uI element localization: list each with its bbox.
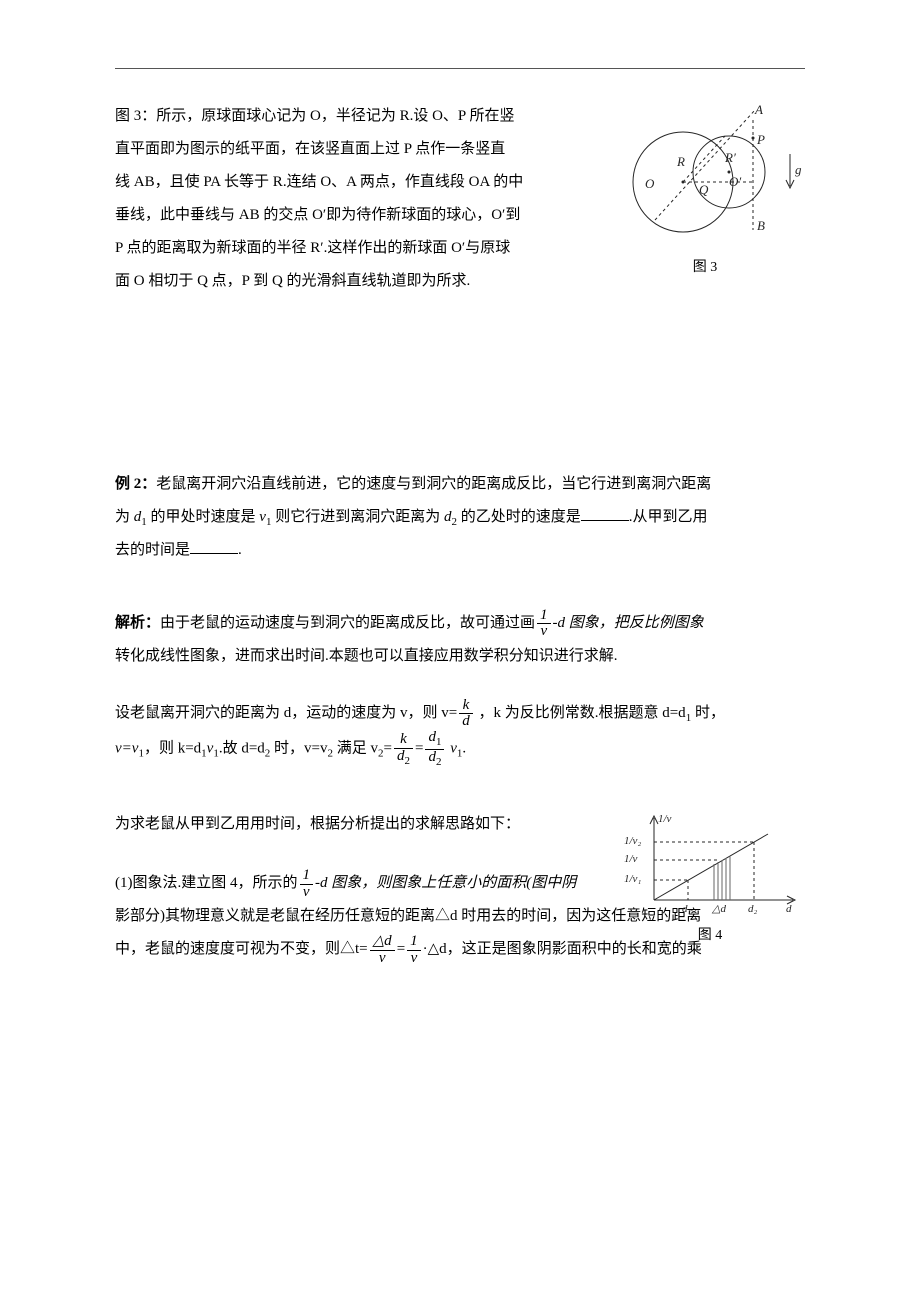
- fig3-O: O: [645, 176, 655, 191]
- figure-3: A P R R′ O O′ Q B g 图 3: [605, 90, 805, 276]
- svg-text:1/v: 1/v: [624, 853, 638, 865]
- svg-text:d₂: d₂: [748, 903, 758, 915]
- analysis-p1: 解析：由于老鼠的运动速度与到洞穴的距离成反比，故可通过画1v-d 图象，把反比例…: [115, 607, 805, 640]
- fig3-g: g: [795, 162, 802, 177]
- solve-p1: 为求老鼠从甲到乙用用时间，根据分析提出的求解思路如下：: [115, 808, 585, 841]
- b1-line2: 直平面即为图示的纸平面，在该竖直面上过 P 点作一条竖直: [115, 133, 585, 166]
- fig3-Rp: R′: [724, 150, 736, 165]
- b1-line5: P 点的距离取为新球面的半径 R′.这样作出的新球面 O′与原球: [115, 232, 585, 265]
- svg-text:△d: △d: [711, 903, 726, 915]
- example2-p1: 例 2：老鼠离开洞穴沿直线前进，它的速度与到洞穴的距离成反比，当它行进到离洞穴距…: [115, 468, 805, 501]
- analysis-p3: v=v1，则 k=d1v1.故 d=d2 时，v=v2 满足 v2=kd2=d1…: [115, 730, 805, 768]
- block-fig4: 为求老鼠从甲到乙用用时间，根据分析提出的求解思路如下：: [115, 808, 805, 966]
- fig3-Op: O′: [729, 174, 741, 189]
- blank-1: [581, 520, 629, 521]
- figure-4: 1/v 1/v₂ 1/v 1/v₁ d₁ △d d₂ d 图 4: [615, 808, 805, 944]
- b1-line4: 垂线，此中垂线与 AB 的交点 O′即为待作新球面的球心，O′到: [115, 199, 585, 232]
- svg-text:1/v₂: 1/v₂: [624, 835, 641, 847]
- fig3-Q: Q: [699, 182, 709, 197]
- block-fig3: 图 3：所示，原球面球心记为 O，半径记为 R.设 O、P 所在竖 直平面即为图…: [115, 100, 805, 298]
- analysis-p1b: 转化成线性图象，进而求出时间.本题也可以直接应用数学积分知识进行求解.: [115, 640, 805, 673]
- ex2-p1a: 老鼠离开洞穴沿直线前进，它的速度与到洞穴的距离成反比，当它行进到离洞穴距离: [156, 476, 711, 492]
- b1-line3: 线 AB，且使 PA 长等于 R.连结 O、A 两点，作直线段 OA 的中: [115, 166, 585, 199]
- b1-line6: 面 O 相切于 Q 点，P 到 Q 的光滑斜直线轨道即为所求.: [115, 265, 585, 298]
- svg-text:d: d: [786, 903, 792, 915]
- example2-p3: 去的时间是.: [115, 534, 805, 567]
- b1-line1: 图 3：所示，原球面球心记为 O，半径记为 R.设 O、P 所在竖: [115, 100, 585, 133]
- example2-p2: 为 d1 的甲处时速度是 v1 则它行进到离洞穴距离为 d2 的乙处时的速度是.…: [115, 501, 805, 534]
- fig4-caption: 图 4: [615, 924, 805, 944]
- example2-label: 例 2：: [115, 476, 156, 492]
- fig3-B: B: [757, 218, 765, 233]
- fig3-P: P: [756, 132, 765, 147]
- analysis-label: 解析：: [115, 615, 160, 631]
- fig3-R: R: [676, 154, 685, 169]
- blank-2: [190, 553, 238, 554]
- svg-text:1/v₁: 1/v₁: [624, 873, 641, 885]
- svg-text:d₁: d₁: [682, 903, 692, 915]
- svg-text:1/v: 1/v: [658, 813, 672, 825]
- header-rule: [115, 68, 805, 69]
- solve-p2: (1)图象法.建立图 4，所示的1v-d 图象，则图象上任意小的面积(图中阴: [115, 867, 585, 900]
- fig3-caption: 图 3: [605, 256, 805, 276]
- fig3-A: A: [754, 102, 763, 117]
- analysis-p2: 设老鼠离开洞穴的距离为 d，运动的速度为 v，则 v=kd ，k 为反比例常数.…: [115, 697, 805, 730]
